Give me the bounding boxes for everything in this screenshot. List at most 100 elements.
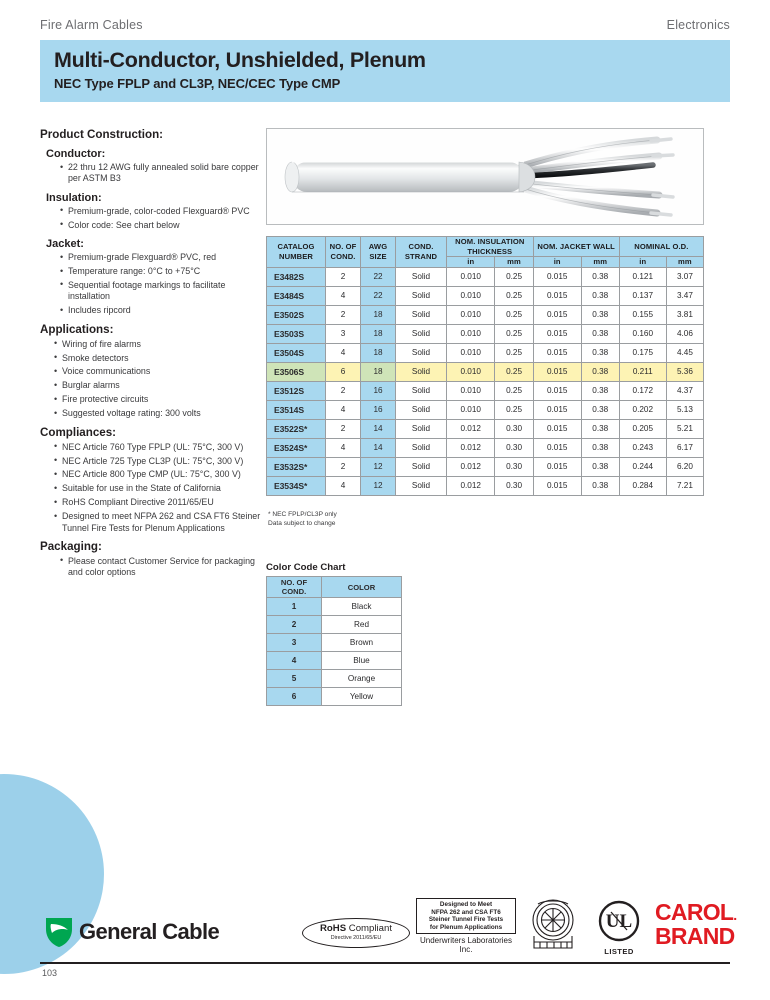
cell-od-in: 0.244 [618,456,667,477]
cell-catalog-number: E3484S [266,285,326,306]
col-od-in: in [618,256,667,268]
cell-od-in: 0.284 [618,475,667,496]
cell-cond-strand: Solid [395,418,447,439]
list-item: Suitable for use in the State of Califor… [54,483,262,495]
cell-insulation-in: 0.012 [445,418,496,439]
page-title: Multi-Conductor, Unshielded, Plenum [54,48,426,72]
cell-insulation-mm: 0.25 [494,361,534,382]
ul-circle-icon: UL [598,900,640,942]
cell-insulation-mm: 0.25 [494,399,534,420]
product-photo [266,128,704,225]
cell-insulation-mm: 0.25 [494,266,534,287]
cell-insulation-in: 0.010 [445,361,496,382]
cell-catalog-number: E3514S [266,399,326,420]
cell-cond-strand: Solid [395,475,447,496]
list-item: Wiring of fire alarms [54,338,262,350]
cell-insulation-mm: 0.25 [494,323,534,344]
cell-insulation-in: 0.012 [445,437,496,458]
cell-awg-size: 16 [360,399,396,420]
carol-line-2: BRAND [655,923,735,949]
cell-od-mm: 5.36 [665,361,705,382]
table-footnote: * NEC FPLP/CL3P only Data subject to cha… [268,511,337,528]
cell-od-mm: 3.47 [665,285,705,306]
cell-no-of-cond: 2 [325,418,361,439]
cell-insulation-in: 0.010 [445,285,496,306]
cell-jacket-mm: 0.38 [580,323,620,344]
cell-cond-strand: Solid [395,437,447,458]
ul-listed-mark: UL LISTED [592,900,646,956]
cell-catalog-number: E3502S [266,304,326,325]
cell-od-mm: 7.21 [665,475,705,496]
underwriters-caption: Underwriters Laboratories Inc. [419,936,513,955]
cell-od-mm: 4.06 [665,323,705,344]
eyebrow-category: Fire Alarm Cables [40,18,143,32]
cell-insulation-in: 0.010 [445,304,496,325]
cell-catalog-number: E3532S* [266,456,326,477]
cell-no-of-cond: 4 [325,342,361,363]
cell-insulation-mm: 0.25 [494,304,534,325]
claim-line-1: Designed to Meet [439,901,493,908]
cell-catalog-number: E3534S* [266,475,326,496]
cell-no-of-cond: 6 [325,361,361,382]
col-catalog-number: CATALOG NUMBER [266,236,326,268]
cell-cc-color: Red [321,615,402,634]
table-row: E3532S* 2 12 Solid 0.012 0.30 0.015 0.38 0.244 6.… [266,456,705,477]
page-subtitle: NEC Type FPLP and CL3P, NEC/CEC Type CMP [54,76,341,91]
cell-insulation-mm: 0.25 [494,285,534,306]
cell-jacket-in: 0.015 [532,418,582,439]
table-header-row-1: CATALOG NUMBER NO. OF COND. AWG SIZE CON… [266,236,705,268]
col-ins-in: in [445,256,496,268]
col-ins-mm: mm [494,256,534,268]
color-table-head: NO. OF COND. COLOR [266,576,402,598]
cell-od-mm: 6.20 [665,456,705,477]
conductor-list: 22 thru 12 AWG fully annealed solid bare… [40,162,262,185]
cell-cc-color: Yellow [321,687,402,706]
col-no-of-cond: NO. OF COND. [325,236,361,268]
claim-line-3: Steiner Tunnel Fire Tests [428,916,504,924]
table-row: E3506S 6 18 Solid 0.010 0.25 0.015 0.38 0.211 5.3… [266,361,705,382]
cell-od-in: 0.202 [618,399,667,420]
cell-jacket-mm: 0.38 [580,437,620,458]
cell-jacket-mm: 0.38 [580,380,620,401]
cell-od-in: 0.243 [618,437,667,458]
cell-jacket-in: 0.015 [532,361,582,382]
cell-od-in: 0.175 [618,342,667,363]
table-row: E3524S* 4 14 Solid 0.012 0.30 0.015 0.38 0.243 6.… [266,437,705,458]
cell-od-in: 0.121 [618,266,667,287]
cell-cond-strand: Solid [395,399,447,420]
cell-insulation-mm: 0.30 [494,475,534,496]
cell-cc-number: 2 [266,615,322,634]
list-item: Color code: See chart below [60,219,262,231]
carol-dot: . [733,907,737,923]
cell-cond-strand: Solid [395,456,447,477]
applications-heading: Applications: [40,322,114,336]
cell-od-mm: 5.13 [665,399,705,420]
cell-cc-number: 3 [266,633,322,652]
footnote-line-1: * NEC FPLP/CL3P only [268,511,337,518]
col-awg-size: AWG SIZE [360,236,396,268]
list-item: Designed to meet NFPA 262 and CSA FT6 St… [54,511,262,534]
cell-od-mm: 4.45 [665,342,705,363]
cell-jacket-in: 0.015 [532,456,582,477]
col-cond-strand: COND. STRAND [395,236,447,268]
list-item: 22 thru 12 AWG fully annealed solid bare… [60,162,262,185]
cell-cc-number: 1 [266,597,322,616]
cell-insulation-mm: 0.30 [494,418,534,439]
cell-jacket-in: 0.015 [532,285,582,306]
cell-od-in: 0.155 [618,304,667,325]
cell-jacket-mm: 0.38 [580,361,620,382]
list-item: Voice communications [54,366,262,378]
cell-no-of-cond: 4 [325,437,361,458]
cell-cc-color: Brown [321,633,402,652]
cell-jacket-mm: 0.38 [580,399,620,420]
page-number: 103 [42,968,58,978]
color-row: 2 Red [266,615,402,634]
cell-jacket-mm: 0.38 [580,475,620,496]
col-group-insulation-thickness: NOM. INSULATION THICKNESS [446,236,534,257]
cell-cc-number: 5 [266,669,322,688]
cell-awg-size: 12 [360,456,396,477]
cell-insulation-in: 0.010 [445,342,496,363]
cell-cond-strand: Solid [395,361,447,382]
color-row: 5 Orange [266,669,402,688]
specifications-table: CATALOG NUMBER NO. OF COND. AWG SIZE CON… [266,236,705,496]
